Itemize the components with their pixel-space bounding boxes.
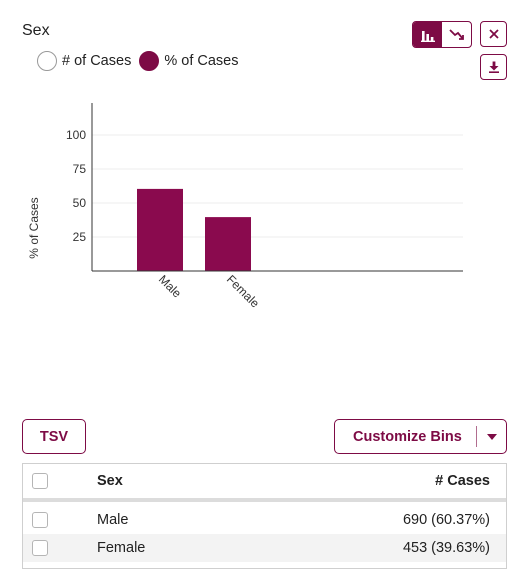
close-button[interactable] <box>480 21 507 47</box>
y-tick-label: 25 <box>73 230 87 244</box>
x-tick-label: Male <box>156 272 185 301</box>
chart-bars <box>137 188 251 271</box>
y-tick-label: 50 <box>73 196 87 210</box>
bar-chart-button[interactable] <box>413 22 442 47</box>
table-row: Female 453 (39.63%) <box>23 534 506 562</box>
bar-female[interactable] <box>205 217 251 271</box>
customize-divider <box>476 426 477 447</box>
customize-dropdown-toggle[interactable] <box>477 420 506 453</box>
customize-bins-label: Customize Bins <box>353 428 462 445</box>
radio-count-cases[interactable]: # of Cases <box>37 51 131 71</box>
row-checkbox[interactable] <box>32 512 48 528</box>
select-all-checkbox[interactable] <box>32 473 48 489</box>
line-chart-icon <box>448 28 464 40</box>
bar-male[interactable] <box>137 188 183 271</box>
tsv-download-button[interactable]: TSV <box>22 419 86 454</box>
chart-type-toggle <box>412 21 472 48</box>
radio-count-circle[interactable] <box>37 51 57 71</box>
table-header-row: Sex # Cases <box>23 464 506 502</box>
value-mode-radio-group: # of Cases % of Cases <box>37 51 246 71</box>
customize-bins-button[interactable]: Customize Bins <box>334 419 507 454</box>
table-row: Male 690 (60.37%) <box>23 506 506 534</box>
table-header-cases: # Cases <box>435 473 490 489</box>
panel-title: Sex <box>22 22 50 39</box>
radio-count-label: # of Cases <box>62 53 132 69</box>
chart-y-axis-label: % of Cases <box>27 197 41 258</box>
row-checkbox[interactable] <box>32 540 48 556</box>
chart-y-ticks: 25 50 75 100 <box>66 128 86 244</box>
radio-percent-circle[interactable] <box>139 51 160 71</box>
y-tick-label: 75 <box>73 162 87 176</box>
radio-percent-cases[interactable]: % of Cases <box>139 51 238 71</box>
y-tick-label: 100 <box>66 128 86 142</box>
table-header-sex: Sex <box>97 473 123 489</box>
caret-down-icon <box>486 433 497 440</box>
download-icon <box>488 61 499 73</box>
close-icon <box>488 29 499 39</box>
line-chart-button[interactable] <box>442 22 471 47</box>
bar-chart-icon <box>420 30 435 42</box>
bins-table: Sex # Cases Male 690 (60.37%) Female 453… <box>22 463 507 569</box>
row-name: Male <box>97 512 129 528</box>
download-button[interactable] <box>480 54 507 80</box>
row-cases: 453 (39.63%) <box>402 540 490 556</box>
row-name: Female <box>97 540 146 556</box>
bar-chart: 25 50 75 100 Male Female % of Cases <box>27 103 463 311</box>
x-tick-label: Female <box>224 272 262 310</box>
chart-x-labels: Male Female <box>156 272 262 310</box>
radio-percent-label: % of Cases <box>164 53 239 69</box>
row-cases: 690 (60.37%) <box>402 512 490 528</box>
